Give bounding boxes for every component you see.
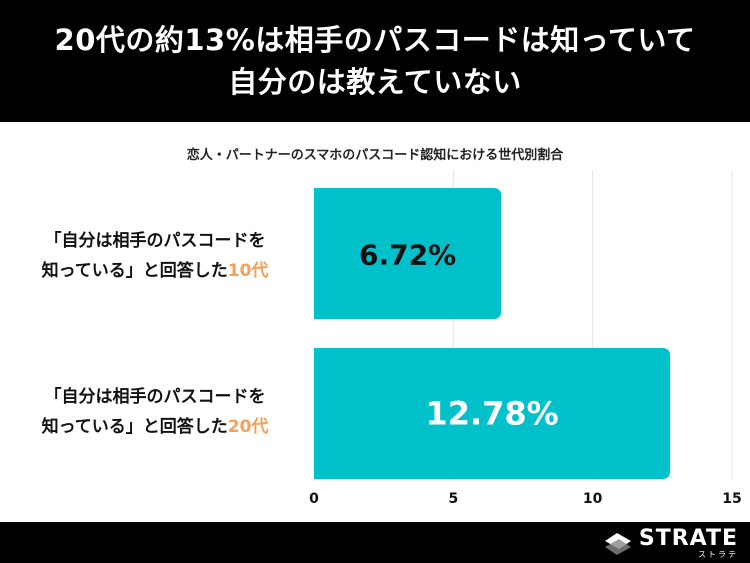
x-tick-label: 0 — [309, 491, 319, 507]
chart-title: 恋人・パートナーのスマホのパスコード認知における世代別割合 — [186, 148, 564, 163]
header-banner: 20代の約13%は相手のパスコードは知っていて 自分のは教えていない — [0, 0, 750, 122]
age-group-highlight: 10代 — [227, 261, 269, 281]
category-label-line2: 知っている」と回答した20代 — [41, 417, 269, 437]
bar-value-label-1: 12.78% — [425, 395, 558, 433]
logo-kana: ストラテ — [698, 550, 738, 559]
bar-1 — [314, 348, 671, 479]
strate-logo-icon — [604, 532, 631, 555]
strate-logo: STRATE ストラテ — [603, 528, 738, 559]
category-label-20s: 「自分は相手のパスコードを 知っている」と回答した20代 — [10, 382, 300, 442]
bar-value-label-0: 6.72% — [359, 239, 456, 272]
x-tick-label: 10 — [583, 491, 603, 507]
x-tick-label: 5 — [448, 491, 458, 507]
category-label-line2: 知っている」と回答した10代 — [41, 261, 269, 281]
title-line-1: 20代の約13%は相手のパスコードは知っていて — [54, 23, 696, 57]
category-label-line1: 「自分は相手のパスコードを — [44, 387, 266, 407]
age-group-highlight: 20代 — [227, 417, 269, 437]
bar-chart: 6.72% 12.78% 0 5 10 15 — [309, 170, 742, 507]
footer-bar: STRATE ストラテ — [0, 522, 750, 563]
logo-wordmark: STRATE — [638, 526, 738, 551]
x-tick-label: 15 — [722, 491, 741, 507]
bar-0 — [314, 188, 502, 319]
title-line-2: 自分のは教えていない — [228, 65, 522, 99]
category-label-10s: 「自分は相手のパスコードを 知っている」と回答した10代 — [10, 226, 300, 286]
category-label-line1: 「自分は相手のパスコードを — [44, 231, 266, 251]
